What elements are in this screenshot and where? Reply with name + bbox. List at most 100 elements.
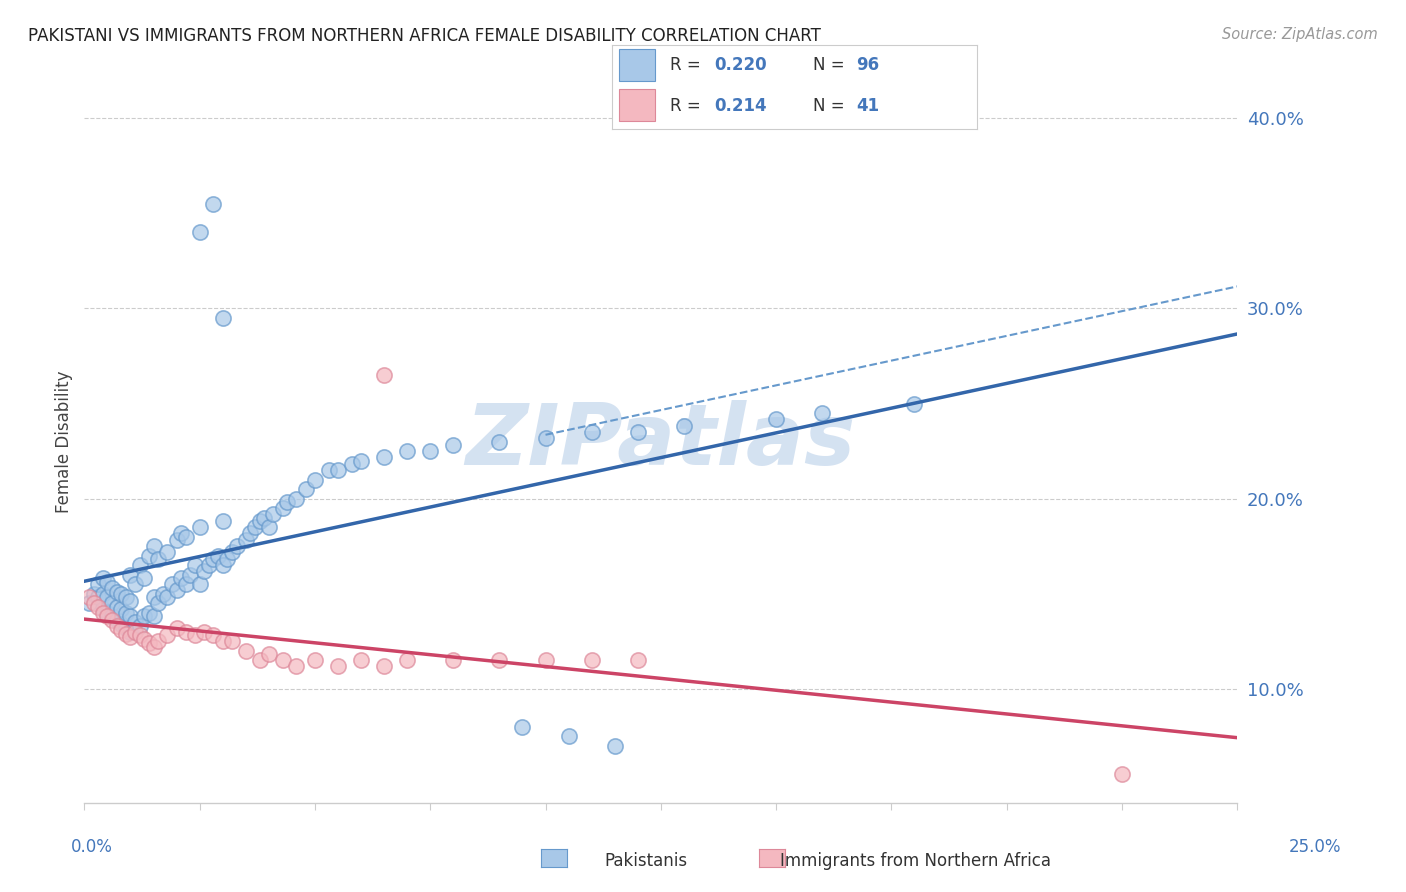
Point [211,310,233,325]
Point [221,634,243,648]
Point [128,619,150,633]
Point [257,648,280,662]
Point [120,609,142,624]
Point [96,575,118,590]
Point [188,577,211,591]
Point [138,549,160,563]
Point [110,587,132,601]
Point [179,567,201,582]
Point [318,463,340,477]
Point [488,653,510,667]
Point [174,624,197,639]
Text: Immigrants from Northern Africa: Immigrants from Northern Africa [780,852,1052,870]
Point [221,545,243,559]
Point [115,626,138,640]
Point [174,577,197,591]
Point [96,591,118,605]
Point [77,596,100,610]
Point [120,567,142,582]
Point [105,619,128,633]
Point [91,606,114,620]
Point [101,596,124,610]
Point [198,558,221,573]
Point [91,571,114,585]
Point [285,491,308,506]
Point [627,653,650,667]
Point [96,609,118,624]
Point [271,653,294,667]
Point [120,624,142,639]
Point [326,463,349,477]
Point [115,606,138,620]
Point [96,606,118,620]
Point [373,368,395,382]
Point [193,564,215,578]
Point [170,571,193,585]
Point [174,530,197,544]
Text: ZIPatlas: ZIPatlas [465,400,856,483]
Point [77,591,100,605]
Point [142,640,165,654]
Point [271,501,294,516]
Point [105,613,128,627]
Point [235,533,257,548]
Text: 25.0%: 25.0% [1288,838,1341,856]
Text: Source: ZipAtlas.com: Source: ZipAtlas.com [1222,27,1378,42]
Point [249,515,271,529]
Point [110,623,132,637]
Point [160,577,183,591]
Point [603,739,626,753]
Point [101,609,124,624]
Point [128,558,150,573]
Point [170,525,193,540]
Point [202,552,225,566]
Point [202,628,225,642]
Point [188,226,211,240]
Point [142,591,165,605]
Point [115,591,138,605]
Text: R =: R = [671,56,706,74]
Point [128,628,150,642]
Point [207,549,229,563]
Point [350,653,373,667]
Point [101,581,124,595]
Point [124,624,146,639]
Point [124,577,146,591]
Point [488,434,510,449]
Point [211,515,233,529]
Point [350,453,373,467]
Point [91,587,114,601]
Point [87,577,110,591]
Point [134,609,156,624]
Point [83,596,105,610]
Point [512,720,534,734]
Point [441,438,464,452]
Point [765,411,787,425]
Point [110,617,132,632]
Point [304,653,326,667]
Point [326,659,349,673]
Text: N =: N = [813,56,849,74]
Point [156,545,179,559]
Point [373,659,395,673]
Text: PAKISTANI VS IMMIGRANTS FROM NORTHERN AFRICA FEMALE DISABILITY CORRELATION CHART: PAKISTANI VS IMMIGRANTS FROM NORTHERN AF… [28,27,821,45]
Point [249,653,271,667]
Point [156,591,179,605]
Point [202,197,225,211]
Point [534,431,557,445]
Text: 0.220: 0.220 [714,56,766,74]
Point [262,507,284,521]
Y-axis label: Female Disability: Female Disability [55,370,73,513]
Point [166,621,188,635]
Point [105,584,128,599]
Point [110,602,132,616]
Bar [619,88,655,120]
Point [105,599,128,614]
Point [903,396,925,410]
Point [146,596,169,610]
Point [115,621,138,635]
Point [581,425,603,439]
Point [243,520,266,534]
Point [672,419,695,434]
Point [627,425,650,439]
